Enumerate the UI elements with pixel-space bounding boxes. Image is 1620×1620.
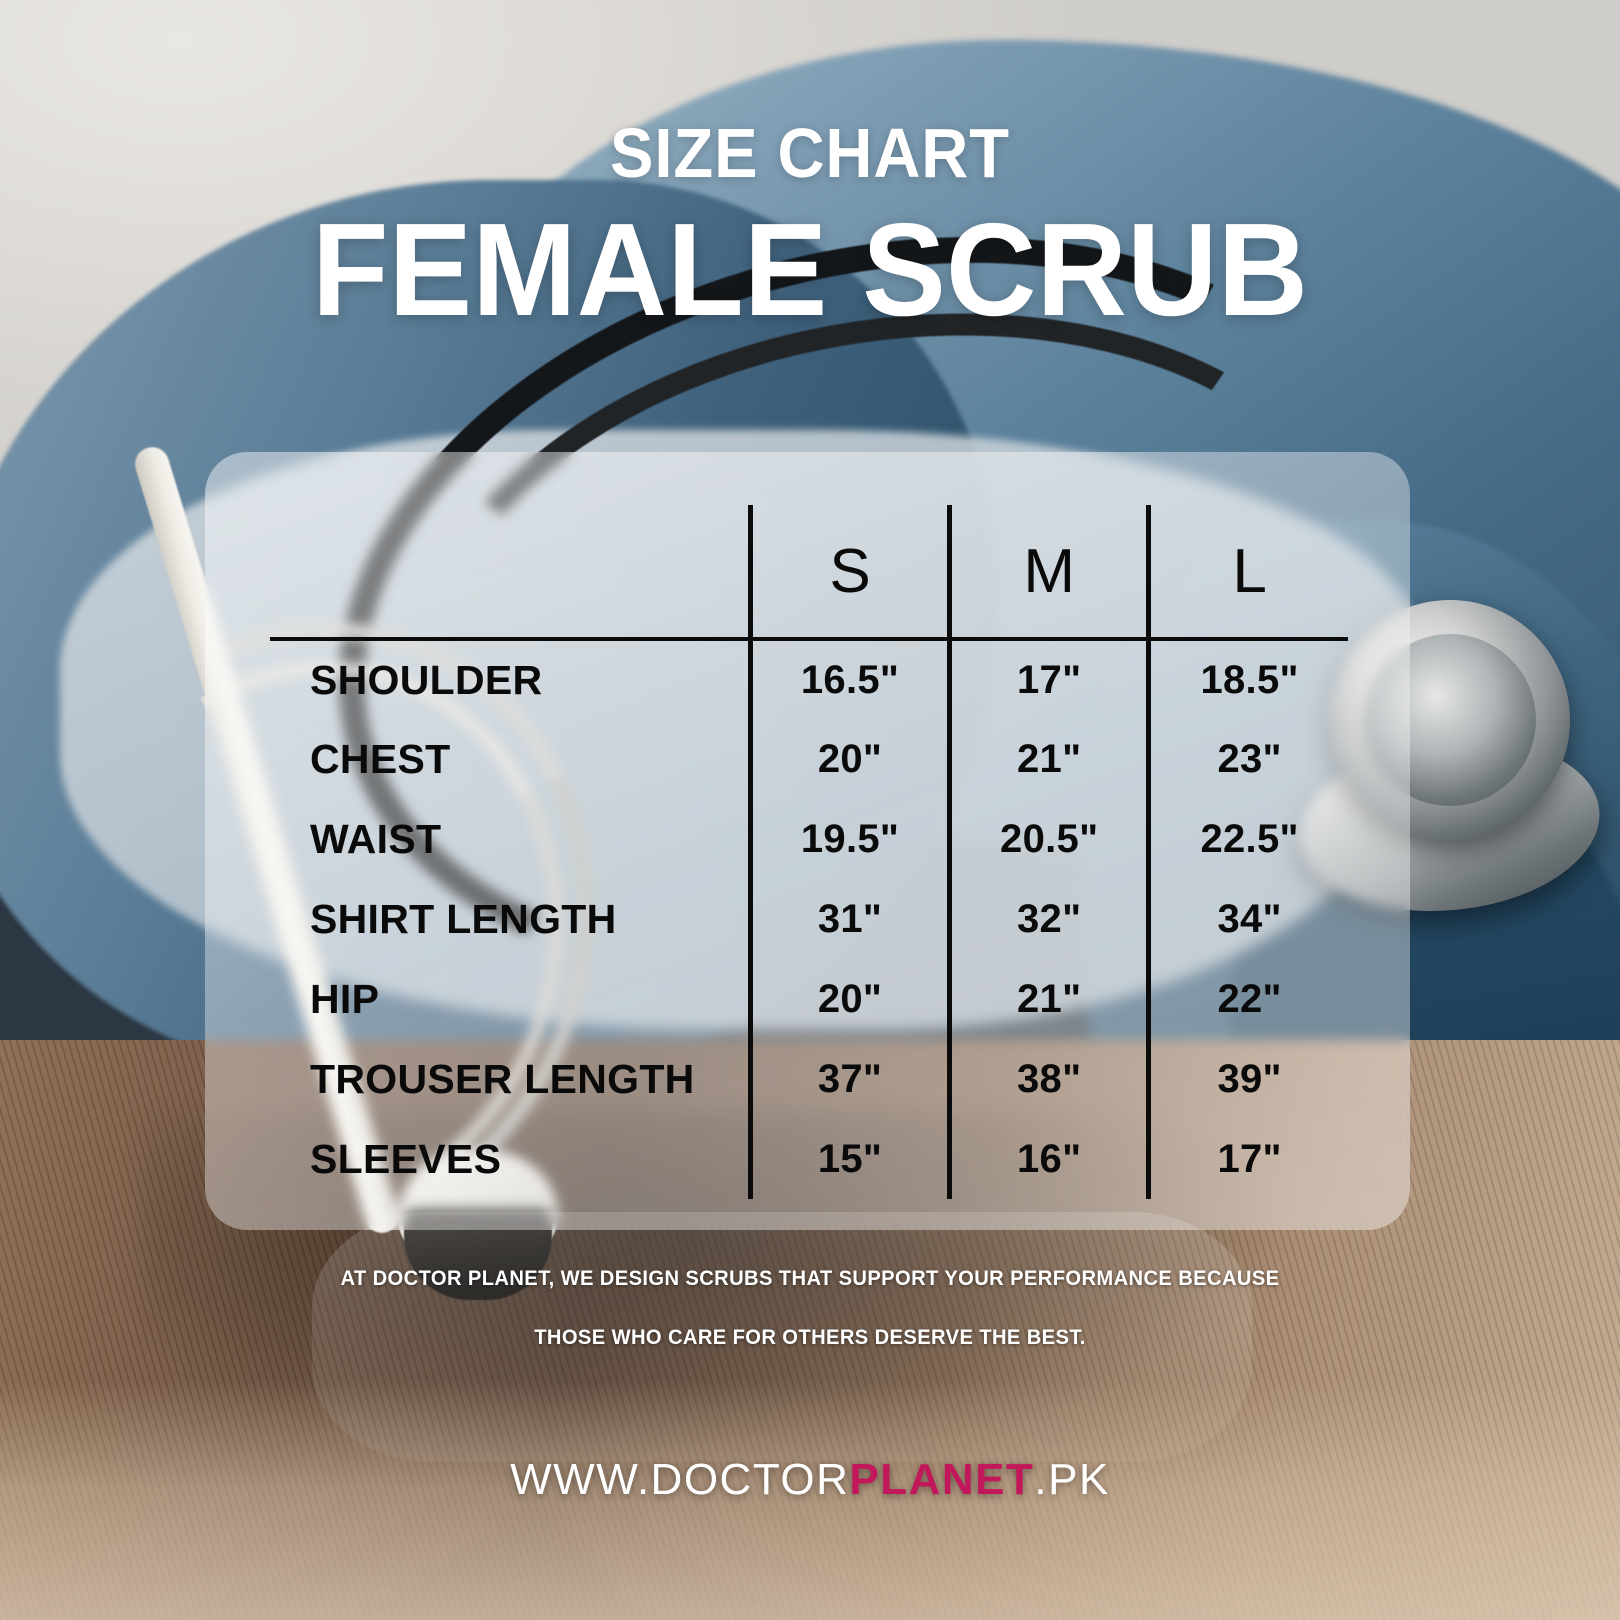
cell-l-value: 34" bbox=[1146, 879, 1348, 959]
size-table-head: S M L bbox=[270, 505, 1348, 641]
website-suffix: .PK bbox=[1034, 1455, 1110, 1504]
tagline-line-1: AT DOCTOR PLANET, WE DESIGN SCRUBS THAT … bbox=[340, 1267, 1280, 1290]
cell-m-value: 17" bbox=[947, 639, 1149, 719]
table-row: SLEEVES 15" 16" 17" bbox=[270, 1119, 1348, 1199]
row-label: SHIRT LENGTH bbox=[310, 895, 617, 942]
table-row: HIP 20" 21" 22" bbox=[270, 959, 1348, 1039]
table-row: SHIRT LENGTH 31" 32" 34" bbox=[270, 879, 1348, 959]
cell-m-value: 20.5" bbox=[947, 799, 1149, 879]
cell-l-value: 17" bbox=[1146, 1119, 1348, 1199]
website-prefix: WWW.DOCTOR bbox=[510, 1455, 850, 1504]
row-label: CHEST bbox=[310, 735, 451, 782]
background-wood-highlight bbox=[0, 1380, 1620, 1620]
cell-s-value: 16.5" bbox=[747, 639, 950, 719]
cell-s-value: 19.5" bbox=[747, 799, 950, 879]
row-label: HIP bbox=[310, 975, 380, 1022]
row-label: SLEEVES bbox=[310, 1135, 502, 1182]
page-title: FEMALE SCRUB bbox=[311, 196, 1309, 343]
title-eyebrow: SIZE CHART bbox=[610, 114, 1010, 192]
page-title-block: SIZE CHART FEMALE SCRUB bbox=[0, 118, 1620, 338]
column-header-measurement bbox=[270, 505, 751, 641]
row-label: SHOULDER bbox=[310, 656, 543, 703]
cell-l-value: 23" bbox=[1146, 719, 1348, 799]
table-row: CHEST 20" 21" 23" bbox=[270, 719, 1348, 799]
cell-l-value: 22.5" bbox=[1146, 799, 1348, 879]
cell-s-value: 37" bbox=[747, 1039, 950, 1119]
column-header-s: S bbox=[747, 505, 950, 641]
tagline-block: AT DOCTOR PLANET, WE DESIGN SCRUBS THAT … bbox=[0, 1268, 1620, 1348]
column-header-m: M bbox=[947, 505, 1149, 641]
table-header-row: S M L bbox=[270, 505, 1348, 641]
cell-m-value: 21" bbox=[947, 959, 1149, 1039]
website-url[interactable]: WWW.DOCTORPLANET.PK bbox=[0, 1455, 1620, 1505]
website-brand-accent: PLANET bbox=[849, 1455, 1035, 1504]
size-table: S M L SHOULDER 16.5" 17" 18.5" CHEST 20"… bbox=[270, 505, 1348, 1199]
row-label: TROUSER LENGTH bbox=[310, 1055, 695, 1102]
cell-m-value: 38" bbox=[947, 1039, 1149, 1119]
cell-l-value: 39" bbox=[1146, 1039, 1348, 1119]
column-header-l: L bbox=[1146, 505, 1348, 641]
table-row: SHOULDER 16.5" 17" 18.5" bbox=[270, 639, 1348, 719]
cell-s-value: 20" bbox=[747, 719, 950, 799]
cell-m-value: 21" bbox=[947, 719, 1149, 799]
cell-s-value: 31" bbox=[747, 879, 950, 959]
cell-m-value: 16" bbox=[947, 1119, 1149, 1199]
table-row: WAIST 19.5" 20.5" 22.5" bbox=[270, 799, 1348, 879]
size-table-body: SHOULDER 16.5" 17" 18.5" CHEST 20" 21" 2… bbox=[270, 639, 1348, 1199]
cell-l-value: 18.5" bbox=[1146, 639, 1348, 719]
table-row: TROUSER LENGTH 37" 38" 39" bbox=[270, 1039, 1348, 1119]
cell-l-value: 22" bbox=[1146, 959, 1348, 1039]
tagline-line-2: THOSE WHO CARE FOR OTHERS DESERVE THE BE… bbox=[534, 1326, 1086, 1349]
row-label: WAIST bbox=[310, 815, 442, 862]
size-table-container: S M L SHOULDER 16.5" 17" 18.5" CHEST 20"… bbox=[270, 505, 1350, 1205]
cell-s-value: 20" bbox=[747, 959, 950, 1039]
cell-s-value: 15" bbox=[747, 1119, 950, 1199]
cell-m-value: 32" bbox=[947, 879, 1149, 959]
tagline-panel bbox=[312, 1212, 1252, 1462]
